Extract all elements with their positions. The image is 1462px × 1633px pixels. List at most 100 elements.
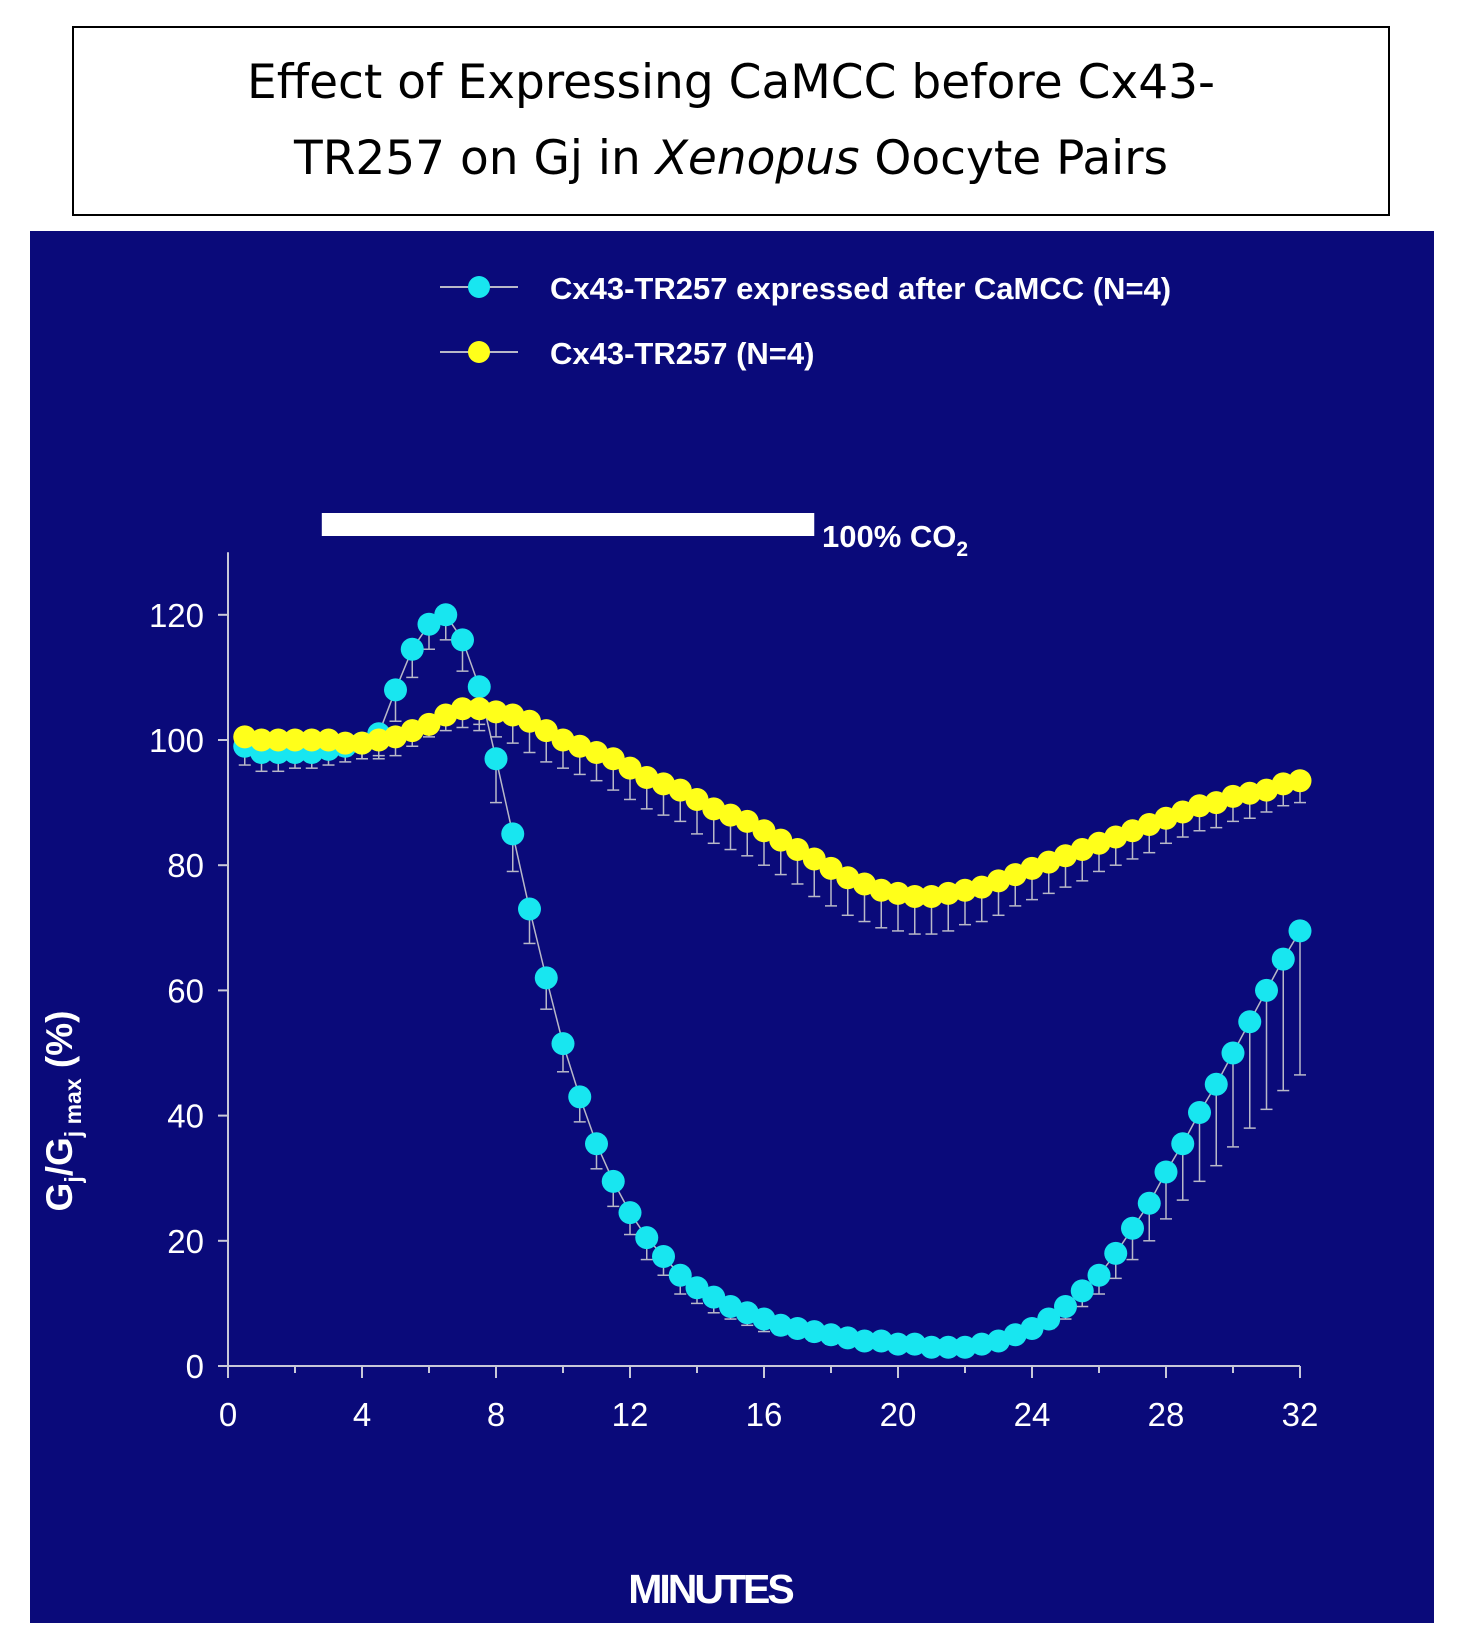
data-point-yellow: [1288, 769, 1312, 793]
y-label-sub2: j max: [60, 1078, 86, 1138]
data-point-yellow: [618, 756, 642, 780]
y-label-tail: (%): [39, 1011, 80, 1079]
y-tick-label: 100: [149, 722, 204, 759]
data-point-yellow: [819, 856, 843, 880]
chart-title-species: Xenopus: [655, 131, 860, 186]
data-point-yellow: [685, 787, 709, 811]
data-point-yellow: [735, 809, 759, 833]
data-point-cyan: [1037, 1307, 1061, 1331]
y-label-sub1: j: [60, 1176, 86, 1183]
co2-label-text: 100% CO: [822, 519, 956, 554]
chart-panel: Cx43-TR257 expressed after CaMCC (N=4) C…: [30, 231, 1434, 1623]
data-point-cyan: [920, 1335, 943, 1359]
legend-marker-yellow: [468, 341, 490, 363]
data-point-cyan: [568, 1085, 592, 1109]
x-tick-label: 24: [1014, 1396, 1051, 1433]
data-point-cyan: [467, 675, 491, 699]
data-markers: [233, 603, 1312, 1359]
y-tick-label: 20: [167, 1223, 204, 1260]
data-point-cyan: [1171, 1132, 1195, 1156]
data-point-yellow: [518, 709, 541, 733]
data-point-cyan: [1238, 1010, 1262, 1034]
data-point-cyan: [1204, 1072, 1228, 1096]
legend-label-cyan: Cx43-TR257 expressed after CaMCC (N=4): [550, 271, 1171, 306]
axes: 0 20 40 60 80 100 120 0 4 8 12 16 20 24 28 32: [149, 552, 1318, 1433]
x-tick-label: 20: [880, 1396, 917, 1433]
data-point-cyan: [1070, 1279, 1094, 1303]
co2-label-subscript: 2: [956, 538, 968, 561]
data-point-cyan: [652, 1244, 675, 1268]
chart-svg: Cx43-TR257 expressed after CaMCC (N=4) C…: [30, 231, 1434, 1623]
data-point-cyan: [668, 1263, 692, 1287]
data-point-cyan: [853, 1329, 876, 1353]
data-point-cyan: [1154, 1160, 1178, 1184]
data-point-cyan: [400, 637, 424, 661]
legend-label-yellow: Cx43-TR257 (N=4): [550, 336, 814, 371]
data-point-cyan: [585, 1132, 608, 1156]
chart-title-line-2-start: TR257 on Gj in: [293, 131, 656, 186]
y-tick-label: 120: [149, 597, 204, 634]
data-point-yellow: [283, 728, 307, 752]
data-point-yellow: [417, 712, 441, 736]
data-point-cyan: [384, 678, 407, 702]
x-axis-label: MINUTES: [628, 1566, 793, 1612]
y-tick-label: 40: [167, 1098, 204, 1135]
x-tick-label: 12: [612, 1396, 649, 1433]
data-point-yellow: [668, 778, 692, 802]
data-point-cyan: [1087, 1263, 1111, 1287]
data-point-cyan: [434, 603, 458, 627]
x-tick-label: 0: [219, 1396, 237, 1433]
data-point-yellow: [601, 747, 625, 771]
data-point-cyan: [1221, 1041, 1245, 1065]
data-point-yellow: [534, 719, 558, 743]
data-point-cyan: [936, 1335, 960, 1359]
legend-marker-cyan: [468, 276, 490, 298]
y-axis-label: Gj/Gj max (%): [39, 1011, 86, 1212]
x-tick-label: 32: [1282, 1396, 1319, 1433]
data-point-cyan: [1121, 1216, 1144, 1240]
data-point-yellow: [769, 828, 793, 852]
co2-exposure-label: 100% CO2: [822, 519, 968, 561]
data-point-cyan: [518, 897, 541, 921]
data-point-cyan: [1255, 978, 1278, 1002]
data-point-cyan: [618, 1201, 642, 1225]
data-point-yellow: [786, 838, 809, 862]
data-point-yellow: [333, 731, 357, 755]
data-point-cyan: [1288, 919, 1312, 943]
y-label-g1: G: [39, 1183, 80, 1212]
chart-title-line-2-end: Oocyte Pairs: [859, 131, 1168, 186]
data-point-yellow: [752, 819, 776, 843]
chart-background: [30, 231, 1434, 1623]
y-tick-label: 80: [167, 847, 204, 884]
data-point-cyan: [1137, 1191, 1161, 1215]
data-point-cyan: [1104, 1241, 1128, 1265]
data-point-yellow: [451, 697, 474, 721]
data-point-cyan: [685, 1276, 709, 1300]
data-point-cyan: [417, 612, 441, 636]
data-point-cyan: [1054, 1295, 1077, 1319]
x-tick-label: 8: [487, 1396, 505, 1433]
chart-title-line-1: Effect of Expressing CaMCC before Cx43-: [247, 55, 1215, 110]
data-point-yellow: [300, 728, 324, 752]
x-tick-label: 16: [746, 1396, 783, 1433]
co2-exposure-bar: [321, 513, 815, 536]
data-point-cyan: [1188, 1100, 1211, 1124]
y-label-slash: /G: [39, 1137, 80, 1176]
x-tick-label: 28: [1148, 1396, 1185, 1433]
x-tick-label: 4: [353, 1396, 371, 1433]
chart-title-box: Effect of Expressing CaMCC before Cx43- …: [72, 26, 1390, 216]
data-point-cyan: [702, 1285, 726, 1309]
data-point-cyan: [484, 747, 508, 771]
data-point-yellow: [903, 885, 927, 908]
chart-title-line-2: TR257 on Gj in Xenopus Oocyte Pairs: [294, 121, 1168, 197]
data-point-yellow: [802, 847, 826, 871]
data-point-cyan: [534, 966, 558, 990]
data-point-cyan: [1020, 1316, 1044, 1340]
data-point-cyan: [551, 1032, 575, 1056]
data-point-cyan: [1271, 947, 1295, 971]
data-point-cyan: [451, 628, 474, 652]
data-point-cyan: [501, 822, 525, 846]
data-point-cyan: [886, 1332, 910, 1356]
data-point-yellow: [266, 728, 290, 752]
y-tick-label: 0: [186, 1348, 204, 1385]
